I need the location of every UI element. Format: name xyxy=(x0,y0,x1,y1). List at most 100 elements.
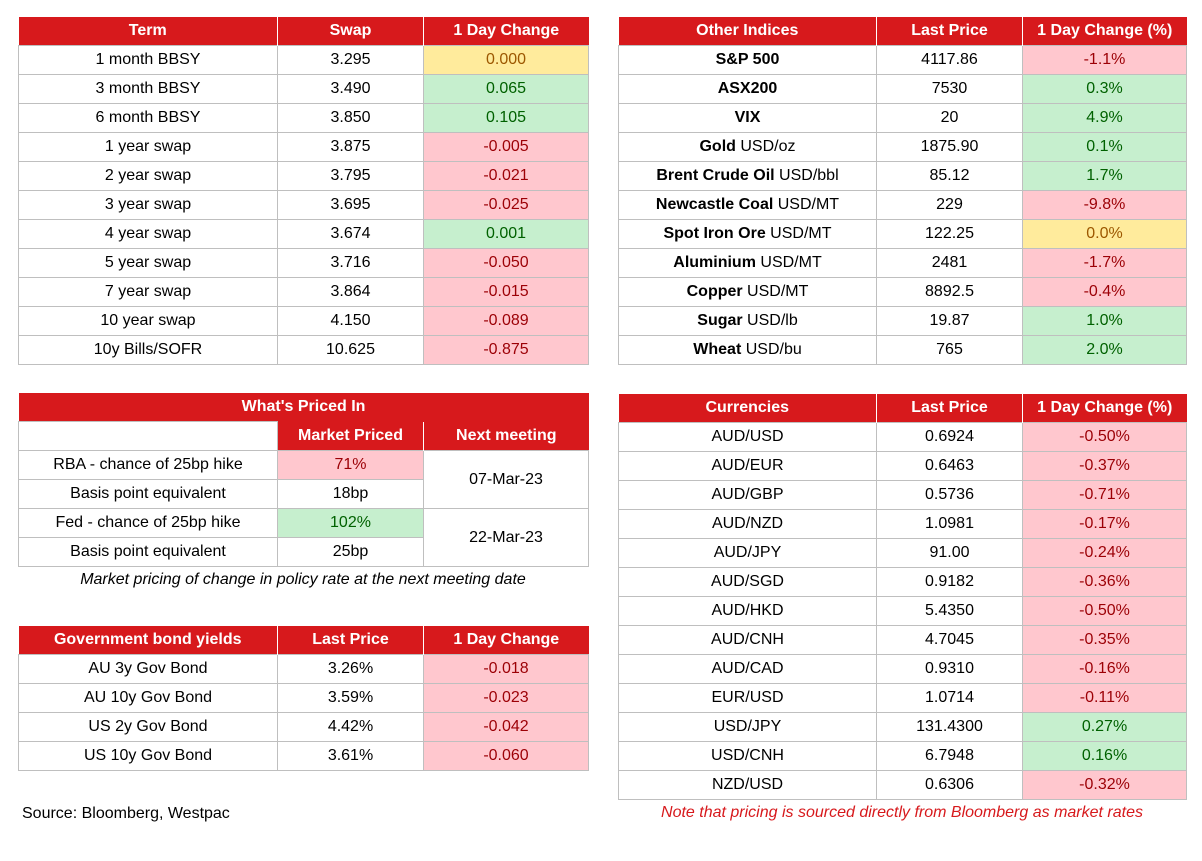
bond-row: US 2y Gov Bond 4.42% -0.042 xyxy=(18,712,589,742)
header-market-priced: Market Priced xyxy=(277,421,424,451)
priced-subheader-row: Market Priced Next meeting xyxy=(18,421,589,451)
priced-row: RBA - chance of 25bp hike 71% 07-Mar-23 xyxy=(18,450,590,509)
swap-term: 6 month BBSY xyxy=(18,103,278,133)
index-row: ASX200 7530 0.3% xyxy=(618,74,1187,104)
swap-change: 0.065 xyxy=(423,74,589,104)
swap-change: 0.105 xyxy=(423,103,589,133)
index-row: S&P 500 4117.86 -1.1% xyxy=(618,45,1187,75)
currency-price: 0.9182 xyxy=(876,567,1023,597)
meeting-date: 07-Mar-23 xyxy=(422,450,590,509)
header-index: Other Indices xyxy=(618,17,877,46)
currency-change: -0.11% xyxy=(1022,683,1187,713)
index-price: 229 xyxy=(876,190,1023,220)
priced-label: RBA - chance of 25bp hike xyxy=(18,450,278,480)
currency-change: -0.50% xyxy=(1022,422,1187,452)
swap-rate: 10.625 xyxy=(277,335,424,365)
swap-rate: 3.850 xyxy=(277,103,424,133)
currency-pair: AUD/EUR xyxy=(618,451,877,481)
swap-row: 5 year swap 3.716 -0.050 xyxy=(18,248,589,278)
swap-row: 2 year swap 3.795 -0.021 xyxy=(18,161,589,191)
currency-price: 91.00 xyxy=(876,538,1023,568)
currency-pair: AUD/CNH xyxy=(618,625,877,655)
priced-row: Fed - chance of 25bp hike 102% 22-Mar-23 xyxy=(18,508,590,567)
currency-pair: USD/CNH xyxy=(618,741,877,771)
bonds-header-row: Government bond yields Last Price 1 Day … xyxy=(18,626,589,655)
currency-change: -0.37% xyxy=(1022,451,1187,481)
currency-row: AUD/CNH 4.7045 -0.35% xyxy=(618,625,1187,655)
bonds-table: Government bond yields Last Price 1 Day … xyxy=(18,626,589,771)
swap-row: 4 year swap 3.674 0.001 xyxy=(18,219,589,249)
swap-row: 10 year swap 4.150 -0.089 xyxy=(18,306,589,336)
swap-rate: 3.795 xyxy=(277,161,424,191)
priced-label: Fed - chance of 25bp hike xyxy=(18,508,278,538)
priced-title-row: What's Priced In xyxy=(18,393,589,422)
index-change: -1.7% xyxy=(1022,248,1187,278)
index-row: Brent Crude Oil USD/bbl 85.12 1.7% xyxy=(618,161,1187,191)
index-name-label: S&P 500 xyxy=(715,51,780,68)
currency-row: AUD/HKD 5.4350 -0.50% xyxy=(618,596,1187,626)
index-name: Gold USD/oz xyxy=(618,132,877,162)
priced-value: 25bp xyxy=(277,537,424,567)
index-name-label: Copper xyxy=(686,283,743,300)
index-name-label: Sugar xyxy=(697,312,743,329)
swap-term: 5 year swap xyxy=(18,248,278,278)
currency-price: 1.0981 xyxy=(876,509,1023,539)
priced-value: 102% xyxy=(277,508,424,538)
index-name: Wheat USD/bu xyxy=(618,335,877,365)
index-name-label: Newcastle Coal xyxy=(655,196,774,213)
currency-price: 0.6463 xyxy=(876,451,1023,481)
swap-term: 4 year swap xyxy=(18,219,278,249)
index-unit: USD/bu xyxy=(741,341,802,358)
swap-term: 2 year swap xyxy=(18,161,278,191)
header-ccy-change: 1 Day Change (%) xyxy=(1022,394,1187,423)
swap-term: 3 year swap xyxy=(18,190,278,220)
currency-pair: AUD/SGD xyxy=(618,567,877,597)
currency-change: 0.16% xyxy=(1022,741,1187,771)
swap-change: -0.021 xyxy=(423,161,589,191)
currency-change: -0.71% xyxy=(1022,480,1187,510)
priced-row: Basis point equivalent 18bp xyxy=(18,479,589,509)
swap-change: -0.025 xyxy=(423,190,589,220)
swap-row: 1 year swap 3.875 -0.005 xyxy=(18,132,589,162)
bond-row: AU 10y Gov Bond 3.59% -0.023 xyxy=(18,683,589,713)
swap-row: 1 month BBSY 3.295 0.000 xyxy=(18,45,589,75)
index-row: Wheat USD/bu 765 2.0% xyxy=(618,335,1187,365)
bond-change: -0.018 xyxy=(423,654,589,684)
index-price: 19.87 xyxy=(876,306,1023,336)
header-bond: Government bond yields xyxy=(18,626,278,655)
pricing-note: Note that pricing is sourced directly fr… xyxy=(661,804,1143,821)
currency-price: 0.9310 xyxy=(876,654,1023,684)
header-currency: Currencies xyxy=(618,394,877,423)
index-name: Sugar USD/lb xyxy=(618,306,877,336)
indices-header-row: Other Indices Last Price 1 Day Change (%… xyxy=(618,17,1187,46)
index-name-label: Spot Iron Ore xyxy=(663,225,766,242)
swap-change: -0.015 xyxy=(423,277,589,307)
index-name: Newcastle Coal USD/MT xyxy=(618,190,877,220)
header-last-price: Last Price xyxy=(876,17,1023,46)
index-unit: USD/MT xyxy=(742,283,809,300)
bond-change: -0.060 xyxy=(423,741,589,771)
index-change: 2.0% xyxy=(1022,335,1187,365)
currency-row: AUD/JPY 91.00 -0.24% xyxy=(618,538,1187,568)
index-row: Copper USD/MT 8892.5 -0.4% xyxy=(618,277,1187,307)
header-term: Term xyxy=(18,17,278,46)
currency-pair: AUD/CAD xyxy=(618,654,877,684)
index-unit: USD/lb xyxy=(742,312,798,329)
swap-change: -0.875 xyxy=(423,335,589,365)
currency-pair: USD/JPY xyxy=(618,712,877,742)
index-unit: USD/MT xyxy=(765,225,832,242)
index-name-label: Wheat xyxy=(693,341,742,358)
index-change: 0.1% xyxy=(1022,132,1187,162)
index-row: VIX 20 4.9% xyxy=(618,103,1187,133)
currency-row: USD/CNH 6.7948 0.16% xyxy=(618,741,1187,771)
swap-term: 3 month BBSY xyxy=(18,74,278,104)
currency-price: 6.7948 xyxy=(876,741,1023,771)
swap-rate: 3.875 xyxy=(277,132,424,162)
index-change: 0.3% xyxy=(1022,74,1187,104)
currency-pair: EUR/USD xyxy=(618,683,877,713)
index-row: Gold USD/oz 1875.90 0.1% xyxy=(618,132,1187,162)
currency-change: -0.50% xyxy=(1022,596,1187,626)
swap-rate: 3.864 xyxy=(277,277,424,307)
swap-term: 7 year swap xyxy=(18,277,278,307)
swap-header-row: Term Swap 1 Day Change xyxy=(18,17,589,46)
